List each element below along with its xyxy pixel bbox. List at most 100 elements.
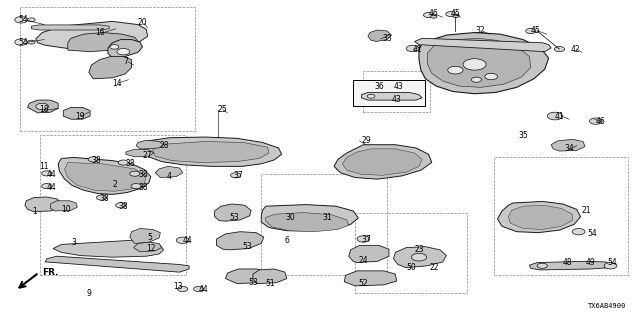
Polygon shape [342,149,422,175]
Bar [364,71,430,112]
Circle shape [193,286,204,292]
Circle shape [448,66,463,74]
Polygon shape [529,261,614,270]
Text: 12: 12 [147,244,156,253]
Text: 5: 5 [148,233,152,242]
Polygon shape [58,157,151,195]
Text: 54: 54 [587,229,596,238]
Circle shape [484,73,497,80]
Polygon shape [419,33,548,94]
Circle shape [131,184,141,189]
Text: 28: 28 [159,141,168,150]
Circle shape [97,195,107,200]
Text: 38: 38 [92,156,101,164]
Polygon shape [415,38,551,52]
Text: 52: 52 [358,279,368,288]
Polygon shape [334,145,432,179]
Text: 54: 54 [19,15,28,24]
Text: 41: 41 [555,112,564,121]
Text: 7: 7 [124,57,128,66]
Polygon shape [156,166,182,178]
Polygon shape [51,201,77,211]
Polygon shape [134,242,162,252]
Polygon shape [65,163,147,191]
Circle shape [28,40,35,44]
Circle shape [116,203,126,208]
Polygon shape [68,33,138,52]
Polygon shape [153,141,269,163]
Text: 35: 35 [518,131,528,140]
Circle shape [130,171,140,176]
Text: 45: 45 [451,9,461,18]
Polygon shape [497,201,580,233]
Text: 33: 33 [382,34,392,43]
Text: 50: 50 [406,263,416,272]
Polygon shape [89,56,132,79]
Text: 31: 31 [322,213,332,222]
Text: 44: 44 [198,284,209,293]
Circle shape [230,173,241,178]
Text: 2: 2 [113,180,117,189]
Circle shape [525,28,536,34]
Bar [20,7,195,131]
Polygon shape [130,228,161,244]
Polygon shape [266,212,349,232]
Circle shape [36,103,49,110]
Circle shape [589,118,602,124]
Text: 37: 37 [362,235,371,244]
Text: 53: 53 [242,242,252,251]
Text: 36: 36 [374,82,384,91]
Polygon shape [126,149,154,157]
Text: 51: 51 [266,279,275,288]
Text: 38: 38 [138,183,148,192]
Polygon shape [145,137,282,166]
Polygon shape [344,271,397,286]
Circle shape [431,15,437,18]
Text: 34: 34 [564,144,573,153]
Text: 54: 54 [607,258,617,267]
Text: 14: 14 [113,79,122,88]
Text: 37: 37 [234,172,244,180]
Polygon shape [394,247,447,268]
Text: 1: 1 [33,207,37,216]
Text: 44: 44 [182,236,193,245]
Text: 23: 23 [415,245,424,254]
Circle shape [357,236,370,242]
Polygon shape [214,204,251,221]
Text: TX6AB4900: TX6AB4900 [588,303,627,309]
Text: 38: 38 [138,170,148,179]
Text: 3: 3 [71,238,76,247]
Bar [493,157,628,275]
Text: 44: 44 [47,170,56,179]
Polygon shape [551,139,585,151]
Polygon shape [108,40,143,58]
Polygon shape [31,25,109,30]
Text: 9: 9 [87,289,92,298]
Polygon shape [36,21,148,50]
Polygon shape [216,232,264,250]
Circle shape [117,49,130,55]
Text: 38: 38 [125,159,135,168]
Text: 18: 18 [39,105,49,114]
Polygon shape [63,108,90,119]
Bar [261,174,387,275]
Polygon shape [53,240,164,257]
Text: 20: 20 [138,19,148,28]
Text: FR.: FR. [42,268,59,277]
Circle shape [367,94,375,98]
Circle shape [176,237,189,244]
Bar [353,80,426,107]
Polygon shape [362,92,422,100]
Circle shape [406,45,419,52]
Text: 54: 54 [19,38,28,47]
Text: 11: 11 [39,162,49,171]
Circle shape [547,112,563,120]
Circle shape [177,286,188,292]
Polygon shape [25,197,61,212]
Text: 38: 38 [100,194,109,203]
Text: 21: 21 [582,206,591,215]
Circle shape [118,160,129,165]
Polygon shape [368,30,392,42]
Circle shape [471,77,481,82]
Text: 19: 19 [76,112,85,121]
